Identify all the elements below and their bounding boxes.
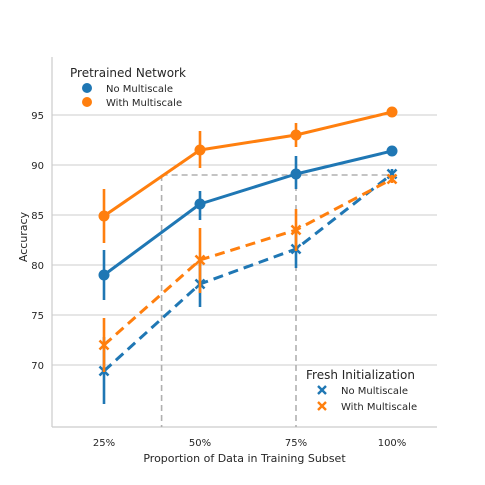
y-tick-label: 95 (31, 111, 44, 122)
y-axis-title: Accuracy (17, 211, 30, 262)
legend-label: No Multiscale (106, 84, 173, 95)
y-tick-label: 80 (31, 261, 44, 272)
x-tick-label: 75% (285, 438, 307, 449)
legend-pretrained-network: Pretrained Network No Multiscale With Mult… (70, 66, 186, 109)
series-pretrained-circle-0 (98, 145, 398, 300)
data-point (98, 210, 110, 222)
series-line (103, 149, 393, 277)
series-line (103, 110, 393, 218)
legend-label: With Multiscale (341, 402, 417, 413)
y-tick-label: 70 (31, 361, 44, 372)
data-point (386, 106, 398, 118)
data-point (194, 254, 206, 266)
series-line (103, 177, 393, 347)
gridlines (52, 114, 437, 366)
data-point (290, 224, 302, 236)
data-point (98, 269, 110, 281)
data-point (386, 173, 398, 185)
y-tick-label: 90 (31, 161, 44, 172)
legend-title: Fresh Initialization (306, 368, 415, 382)
data-point (194, 198, 206, 210)
legend-marker (82, 83, 92, 93)
data-point (194, 144, 206, 156)
x-tick-label: 50% (189, 438, 211, 449)
y-tick-label: 85 (31, 211, 44, 222)
legend-marker (317, 401, 327, 411)
legend-marker (317, 385, 327, 395)
series-pretrained-circle-1 (98, 106, 398, 243)
legend-title: Pretrained Network (70, 66, 186, 80)
data-point (98, 339, 110, 351)
series-fresh-x-3 (98, 173, 398, 372)
x-tick-label: 100% (378, 438, 407, 449)
x-axis-title: Proportion of Data in Training Subset (143, 452, 346, 465)
legend-fresh-initialization: Fresh Initialization No Multiscale With Mu… (306, 368, 417, 413)
x-tick-label: 25% (93, 438, 115, 449)
series-line (102, 172, 393, 373)
data-point (290, 168, 302, 180)
data-point (386, 145, 398, 157)
legend-label: With Multiscale (106, 98, 182, 109)
y-tick-label: 75 (31, 311, 44, 322)
legend-label: No Multiscale (341, 386, 408, 397)
data-point (290, 129, 302, 141)
legend-marker (82, 97, 92, 107)
